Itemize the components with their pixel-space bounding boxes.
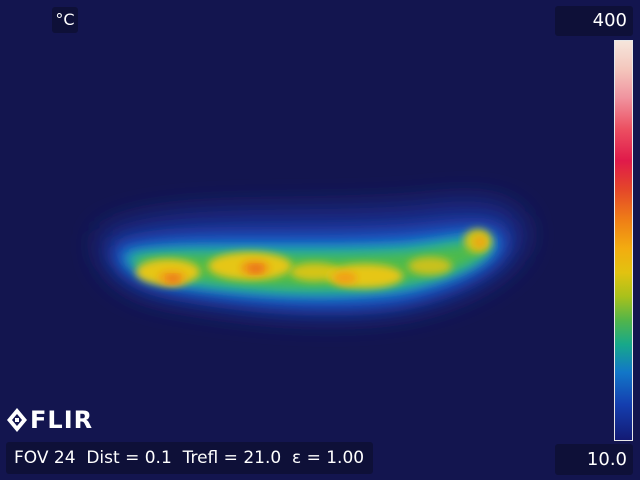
scale-min-value: 10.0: [555, 444, 633, 475]
fov-value: FOV 24: [14, 448, 76, 468]
flir-logo-icon: [7, 408, 27, 432]
flir-logo: FLIR: [6, 405, 93, 435]
distance-value: Dist = 0.1: [86, 448, 172, 468]
temperature-unit-label: °C: [52, 7, 78, 33]
flir-logo-text: FLIR: [30, 406, 94, 434]
scale-max-value: 400: [555, 6, 633, 36]
emissivity-value: ε = 1.00: [291, 448, 365, 468]
color-scale-bar: [614, 40, 633, 441]
reflected-temperature-value: Trefl = 21.0: [182, 448, 282, 468]
measurement-parameters: FOV 24 Dist = 0.1 Trefl = 21.0 ε = 1.00: [6, 442, 373, 474]
